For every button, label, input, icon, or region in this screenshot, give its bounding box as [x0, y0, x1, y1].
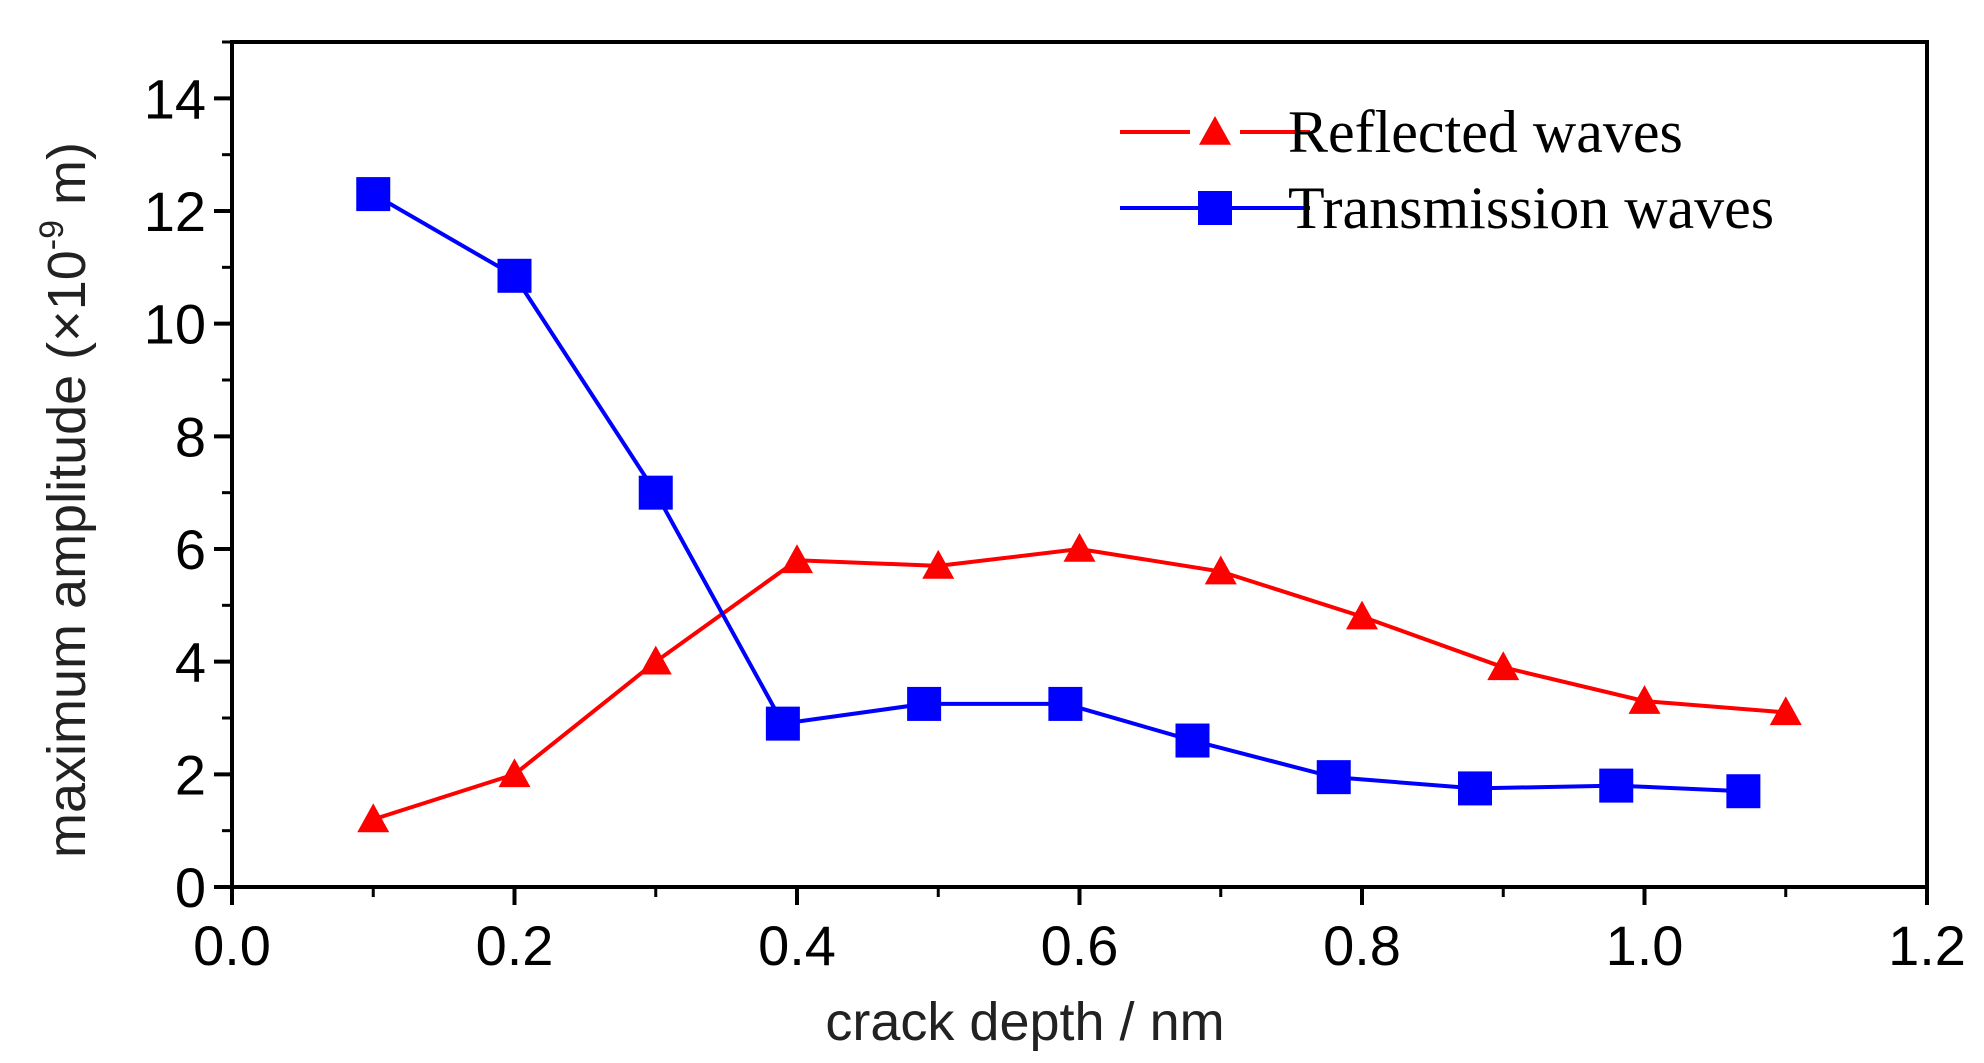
legend-item-transmission-waves: Transmission waves — [1120, 175, 1774, 241]
data-point-transmission-waves — [1048, 686, 1083, 721]
y-tick-label: 8 — [175, 405, 206, 468]
plot-frame — [230, 40, 1929, 889]
x-tick-label: 0.0 — [193, 914, 271, 977]
data-point-reflected-waves — [1487, 651, 1520, 681]
data-point-reflected-waves — [498, 758, 531, 788]
data-point-transmission-waves — [497, 258, 532, 293]
x-tick-label: 1.2 — [1888, 914, 1966, 977]
data-point-transmission-waves — [638, 475, 673, 510]
y-tick-label: 14 — [144, 67, 206, 130]
y-tick-label: 4 — [175, 631, 206, 694]
legend-item-reflected-waves: Reflected waves — [1120, 99, 1683, 165]
y-axis-title-main: maximum amplitude (×10 — [37, 250, 97, 858]
data-point-transmission-waves — [765, 706, 800, 741]
data-point-transmission-waves — [1726, 774, 1761, 809]
data-point-reflected-waves — [922, 549, 955, 579]
legend-marker-reflected-waves — [1199, 116, 1231, 145]
data-point-reflected-waves — [1063, 533, 1096, 562]
legend-label-reflected-waves: Reflected waves — [1288, 99, 1683, 165]
series-layer — [356, 177, 1802, 833]
y-axis-title: maximum amplitude (×10-9 m) — [33, 142, 97, 858]
data-point-transmission-waves — [1316, 760, 1351, 795]
data-point-reflected-waves — [1346, 600, 1378, 630]
data-point-reflected-waves — [1769, 696, 1802, 726]
x-tick-label: 0.8 — [1323, 914, 1401, 977]
data-point-reflected-waves — [1204, 555, 1237, 585]
series-line-reflected-waves — [372, 546, 1786, 822]
x-tick-label: 0.2 — [476, 914, 554, 977]
series-reflected-waves — [357, 533, 1802, 833]
axes: 0.0 0.2 0.4 0.6 0.8 1.0 1.2 0 2 4 6 8 10 12 14 — [144, 40, 1966, 977]
legend: Reflected waves Transmission waves — [1120, 99, 1774, 241]
data-point-reflected-waves — [781, 544, 813, 574]
legend-marker-transmission-waves — [1198, 191, 1232, 225]
series-transmission-waves — [356, 177, 1761, 809]
data-point-reflected-waves — [1628, 685, 1661, 714]
y-tick-label: 6 — [175, 518, 206, 581]
y-tick-label: 12 — [144, 180, 206, 243]
data-point-transmission-waves — [1599, 768, 1634, 803]
data-point-reflected-waves — [639, 645, 672, 675]
x-tick-label: 0.6 — [1041, 914, 1119, 977]
y-tick-label: 10 — [144, 293, 206, 356]
y-axis-title-unit: m) — [37, 142, 97, 220]
legend-label-transmission-waves: Transmission waves — [1288, 175, 1774, 241]
data-point-transmission-waves — [356, 177, 391, 212]
y-axis-title-exponent: -9 — [33, 220, 71, 250]
data-point-transmission-waves — [1175, 723, 1210, 758]
y-tick-label: 2 — [175, 743, 206, 806]
y-tick-label: 0 — [175, 856, 206, 919]
data-point-transmission-waves — [1458, 771, 1492, 806]
x-tick-label: 0.4 — [758, 914, 836, 977]
data-point-transmission-waves — [907, 686, 942, 721]
x-axis-title: crack depth / nm — [825, 992, 1224, 1052]
x-tick-label: 1.0 — [1606, 914, 1684, 977]
data-point-reflected-waves — [357, 803, 390, 833]
